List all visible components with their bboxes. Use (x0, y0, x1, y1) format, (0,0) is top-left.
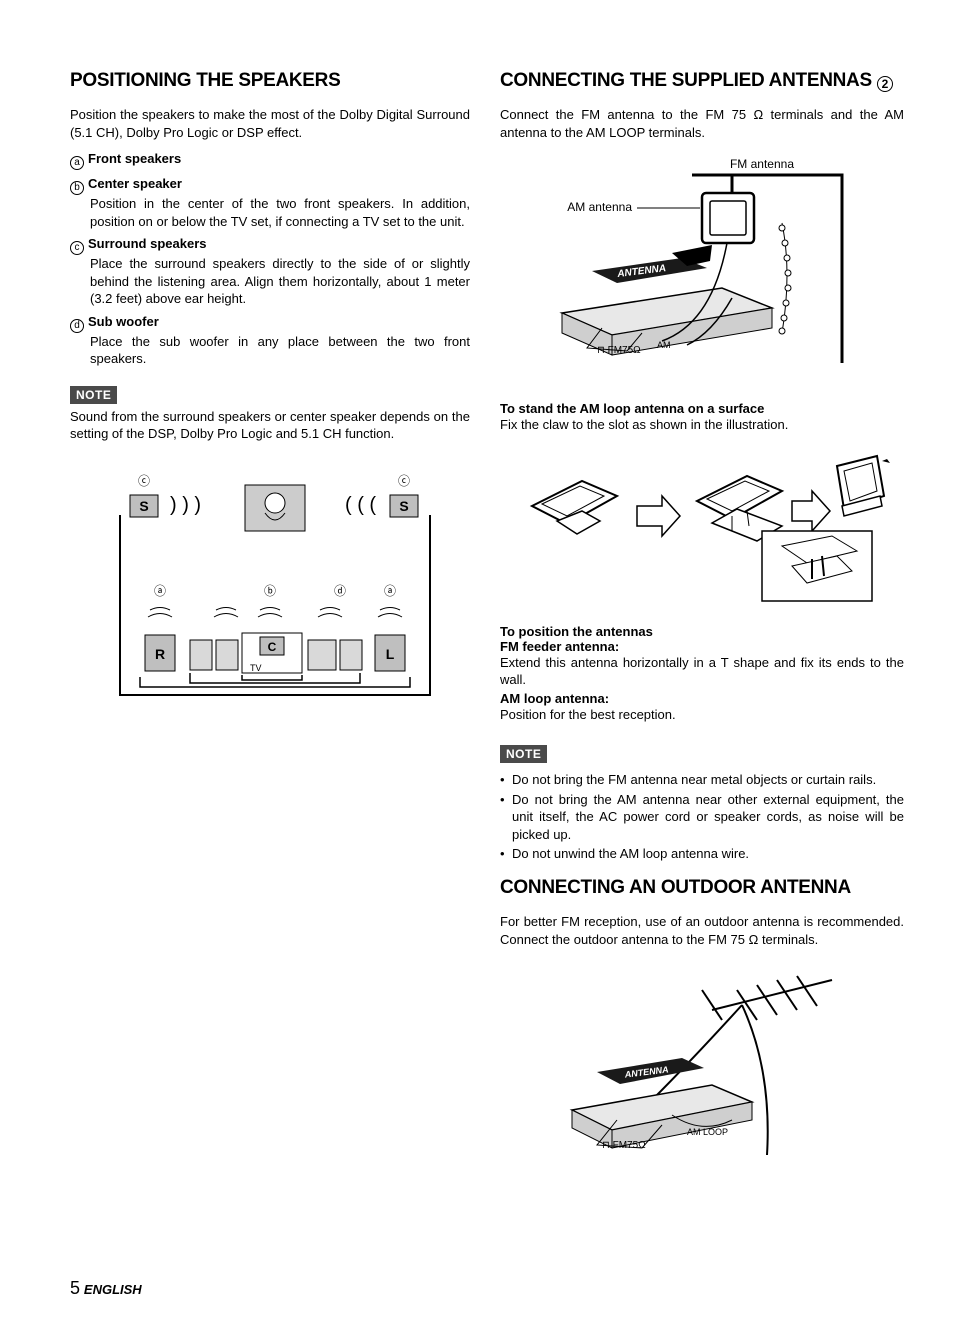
svg-text:S: S (139, 498, 148, 514)
note-item: Do not bring the AM antenna near other e… (500, 791, 904, 844)
speaker-item-c: c Surround speakers Place the surround sp… (70, 236, 470, 308)
svg-text:( ( (: ( ( ( (345, 494, 376, 516)
antenna-intro: Connect the FM antenna to the FM 75 Ω te… (500, 106, 904, 141)
fm-feeder-text: Extend this antenna horizontally in a T … (500, 654, 904, 689)
marker-c-icon: c (70, 241, 84, 255)
am-loop-text: Position for the best reception. (500, 706, 904, 724)
note-text: Sound from the surround speakers or cent… (70, 408, 470, 443)
svg-text:) ) ): ) ) ) (170, 494, 201, 516)
heading-antennas: CONNECTING THE SUPPLIED ANTENNAS 2 (500, 70, 904, 92)
right-column: CONNECTING THE SUPPLIED ANTENNAS 2 Conne… (500, 70, 904, 1188)
stand-text: Fix the claw to the slot as shown in the… (500, 416, 904, 434)
label-front-speakers: a Front speakers (70, 151, 470, 170)
positioning-intro: Position the speakers to make the most o… (70, 106, 470, 141)
note-item: Do not bring the FM antenna near metal o… (500, 771, 904, 789)
label-sub-woofer: d Sub woofer (70, 314, 470, 333)
note-badge-2: NOTE (500, 745, 547, 763)
svg-text:R: R (155, 646, 165, 662)
outdoor-antenna-diagram: ANTENNA ⊓ FM75Ω AM LOOP (500, 960, 904, 1170)
svg-text:ⓐ: ⓐ (384, 584, 396, 598)
antenna-notes-list: Do not bring the FM antenna near metal o… (500, 771, 904, 863)
page-number: 5 (70, 1278, 80, 1298)
speaker-item-b: b Center speaker Position in the center o… (70, 176, 470, 230)
page-footer: 5 ENGLISH (70, 1278, 142, 1299)
svg-text:L: L (386, 646, 395, 662)
fm-feeder-heading: FM feeder antenna: (500, 639, 904, 654)
am-loop-heading: AM loop antenna: (500, 691, 904, 706)
note-badge: NOTE (70, 386, 117, 404)
heading-antennas-text: CONNECTING THE SUPPLIED ANTENNAS (500, 70, 872, 91)
marker-a-icon: a (70, 156, 84, 170)
position-heading: To position the antennas (500, 624, 904, 639)
svg-text:ⓒ: ⓒ (398, 474, 410, 488)
svg-text:ⓐ: ⓐ (154, 584, 166, 598)
label-surround-speakers: c Surround speakers (70, 236, 470, 255)
am-loop-stand-diagram (500, 446, 904, 606)
step-number-icon: 2 (877, 76, 893, 92)
svg-text:AM antenna: AM antenna (567, 200, 632, 214)
label-text: Sub woofer (88, 314, 159, 329)
note-item: Do not unwind the AM loop antenna wire. (500, 845, 904, 863)
speaker-item-a: a Front speakers (70, 151, 470, 170)
antenna-connection-diagram: FM antenna AM antenna (500, 153, 904, 383)
language-label: ENGLISH (84, 1282, 142, 1297)
label-text: Front speakers (88, 151, 181, 166)
speaker-item-d: d Sub woofer Place the sub woofer in any … (70, 314, 470, 368)
svg-text:AM LOOP: AM LOOP (687, 1127, 728, 1137)
svg-text:ⓓ: ⓓ (334, 584, 346, 598)
desc-surround-speakers: Place the surround speakers directly to … (70, 255, 470, 308)
marker-d-icon: d (70, 319, 84, 333)
svg-text:ⓒ: ⓒ (138, 474, 150, 488)
svg-text:S: S (399, 498, 408, 514)
heading-positioning: POSITIONING THE SPEAKERS (70, 70, 470, 92)
heading-outdoor: CONNECTING AN OUTDOOR ANTENNA (500, 877, 904, 899)
label-text: Center speaker (88, 176, 182, 191)
page-content: POSITIONING THE SPEAKERS Position the sp… (70, 70, 904, 1188)
desc-center-speaker: Position in the center of the two front … (70, 195, 470, 230)
marker-b-icon: b (70, 181, 84, 195)
desc-sub-woofer: Place the sub woofer in any place betwee… (70, 333, 470, 368)
label-center-speaker: b Center speaker (70, 176, 470, 195)
svg-text:C: C (268, 640, 277, 654)
stand-heading: To stand the AM loop antenna on a surfac… (500, 401, 904, 416)
label-text: Surround speakers (88, 236, 207, 251)
svg-text:AM: AM (657, 340, 671, 350)
svg-text:TV: TV (250, 663, 262, 673)
svg-text:FM antenna: FM antenna (730, 157, 794, 171)
speaker-layout-diagram: S S ⓒ ⓒ ) ) ) ( ( ( ⓐ ⓑ ⓓ ⓐ (70, 455, 470, 705)
outdoor-text: For better FM reception, use of an outdo… (500, 913, 904, 948)
left-column: POSITIONING THE SPEAKERS Position the sp… (70, 70, 470, 1188)
svg-text:ⓑ: ⓑ (264, 584, 276, 598)
